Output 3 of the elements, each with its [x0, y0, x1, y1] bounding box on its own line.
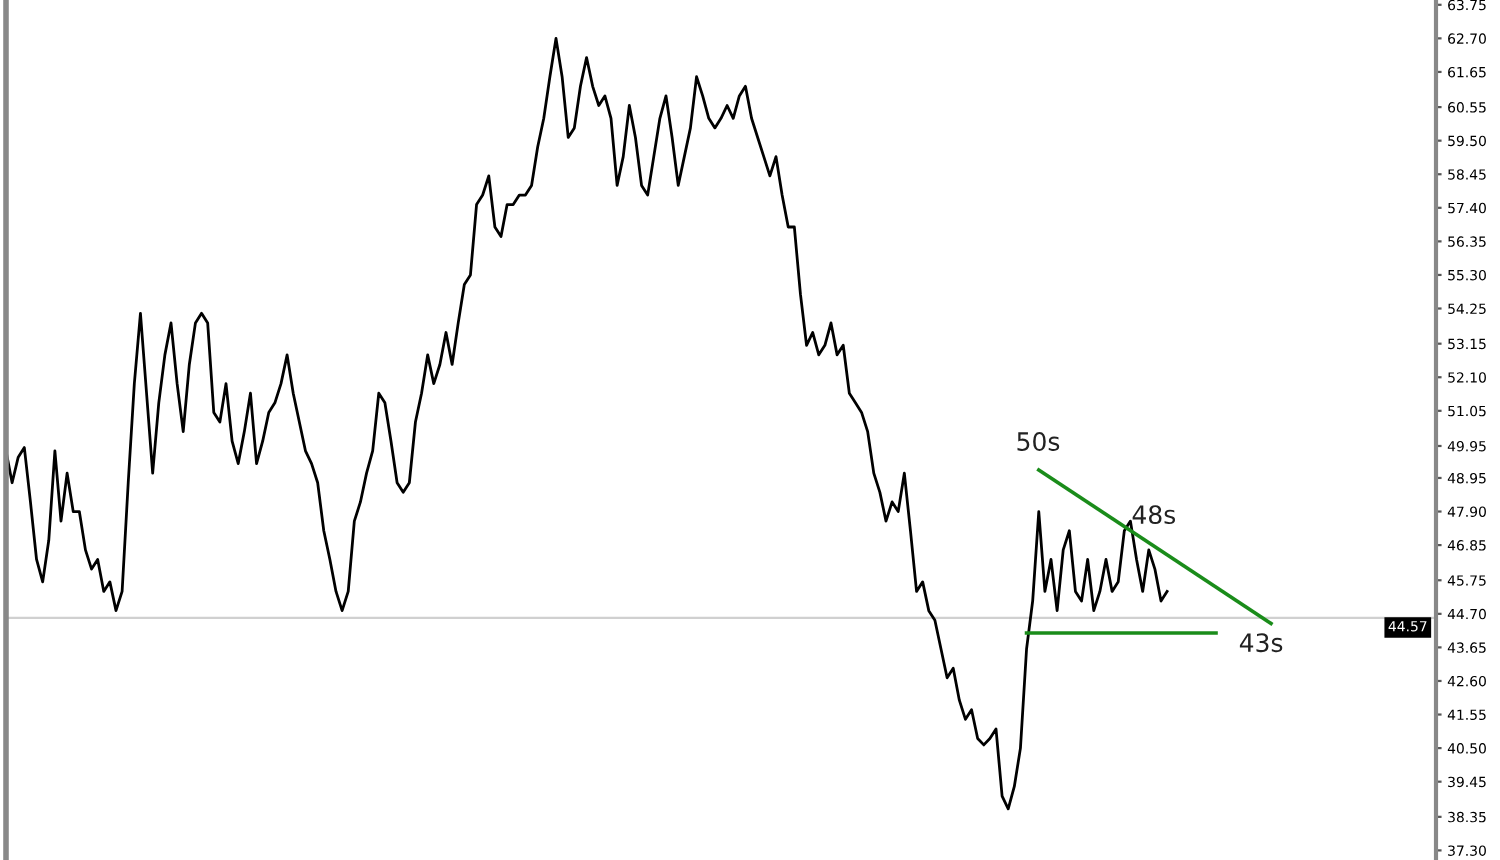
annotation: 50s: [1017, 432, 1060, 451]
annotation: 43s: [1239, 633, 1283, 653]
annotation: 48s: [1132, 505, 1176, 525]
